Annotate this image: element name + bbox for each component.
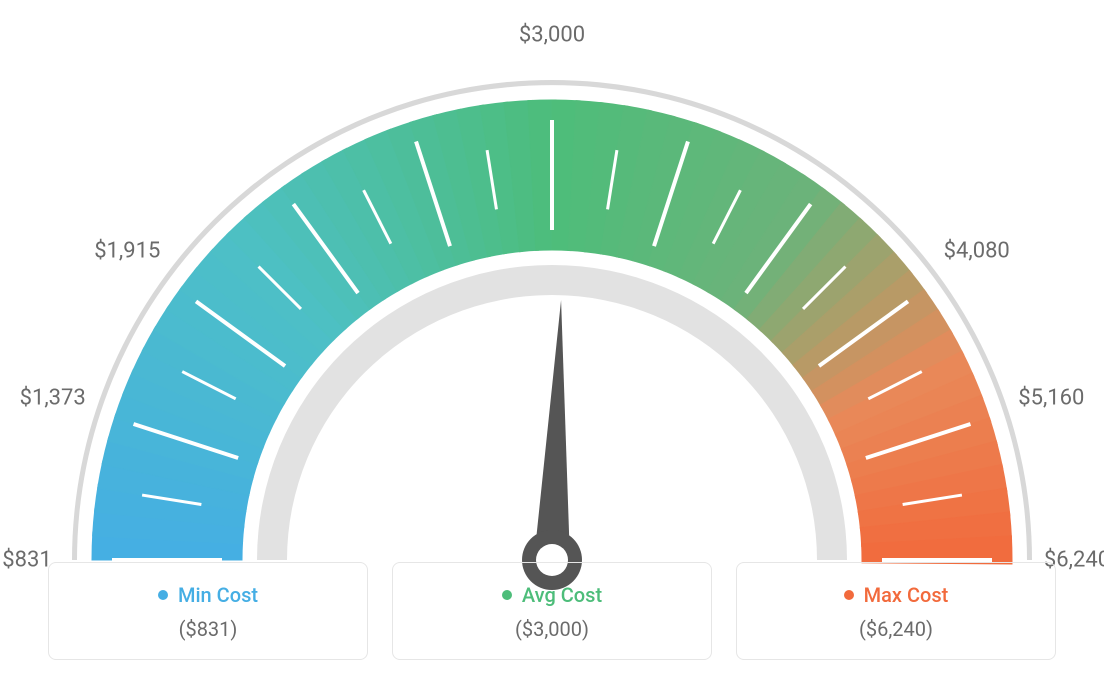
legend-title-text: Avg Cost [522,583,602,607]
gauge-tick-label: $3,000 [519,23,585,48]
gauge-tick-label: $5,160 [1018,385,1084,410]
legend-value-max: ($6,240) [753,617,1039,641]
legend-value-avg: ($3,000) [409,617,695,641]
cost-gauge-chart: $831$1,373$1,915$3,000$4,080$5,160$6,240 [0,0,1104,560]
legend-card-avg: Avg Cost ($3,000) [392,562,712,660]
gauge-tick-label: $4,080 [944,239,1010,264]
legend-value-min: ($831) [65,617,351,641]
legend-card-max: Max Cost ($6,240) [736,562,1056,660]
legend-title-text: Max Cost [864,583,949,607]
legend-dot-icon [502,590,512,600]
gauge-tick-label: $1,915 [94,239,160,264]
legend-title-text: Min Cost [178,583,258,607]
legend-title-max: Max Cost [844,583,949,607]
legend-card-min: Min Cost ($831) [48,562,368,660]
legend-row: Min Cost ($831) Avg Cost ($3,000) Max Cost ($… [0,562,1104,660]
gauge-needle [534,300,570,560]
gauge-svg [12,40,1092,620]
legend-title-avg: Avg Cost [502,583,602,607]
legend-dot-icon [844,590,854,600]
legend-title-min: Min Cost [158,583,258,607]
gauge-tick-label: $1,373 [20,385,86,410]
legend-dot-icon [158,590,168,600]
